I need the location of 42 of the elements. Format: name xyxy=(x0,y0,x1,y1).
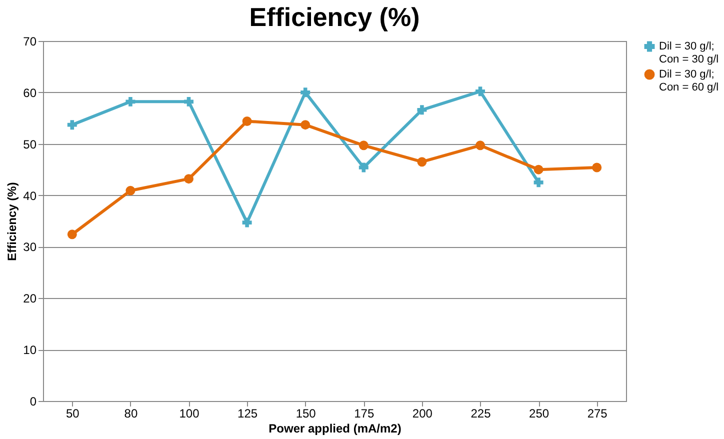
x-tick-label: 200 xyxy=(412,406,433,420)
point xyxy=(417,157,427,167)
x-tick-label: 150 xyxy=(296,406,316,420)
point xyxy=(534,164,544,174)
x-tick-label: 50 xyxy=(66,406,80,420)
y-axis-title: Efficiency (%) xyxy=(5,182,20,261)
point xyxy=(476,140,485,150)
x-tick-label: 100 xyxy=(179,406,200,420)
point xyxy=(300,120,310,130)
x-tick-label: 80 xyxy=(124,406,138,420)
y-tick-label: 30 xyxy=(23,240,37,254)
y-tick-label: 50 xyxy=(23,137,37,152)
point xyxy=(534,178,544,188)
point xyxy=(358,140,368,150)
y-tick-label: 40 xyxy=(23,188,37,203)
legend-label: Dil = 30 g/l; Con = 60 g/l xyxy=(659,68,719,94)
chart-title: Efficiency (%) xyxy=(249,2,420,32)
y-tick-label: 70 xyxy=(23,34,37,48)
point xyxy=(184,174,194,184)
y-tick-label: 10 xyxy=(23,343,37,358)
point xyxy=(358,162,368,172)
y-tick-label: 60 xyxy=(23,86,37,100)
point xyxy=(67,120,77,130)
y-tick-label: 0 xyxy=(30,394,37,408)
point xyxy=(300,88,310,98)
point xyxy=(126,186,136,196)
x-tick-label: 225 xyxy=(470,406,492,420)
x-tick-label: 250 xyxy=(529,406,550,420)
point xyxy=(592,162,602,172)
point xyxy=(184,96,194,106)
x-tick-label: 175 xyxy=(354,406,374,420)
x-tick-label: 275 xyxy=(587,406,608,420)
point xyxy=(126,96,136,106)
point xyxy=(242,116,252,126)
x-axis-title: Power applied (mA/m2) xyxy=(268,422,402,436)
point xyxy=(417,105,427,115)
x-tick-label: 125 xyxy=(238,406,258,420)
y-tick-label: 20 xyxy=(23,292,37,306)
point xyxy=(476,86,485,96)
point xyxy=(242,218,252,228)
legend-label: Dil = 30 g/l; Con = 30 g/l xyxy=(659,40,719,66)
point xyxy=(67,230,77,240)
